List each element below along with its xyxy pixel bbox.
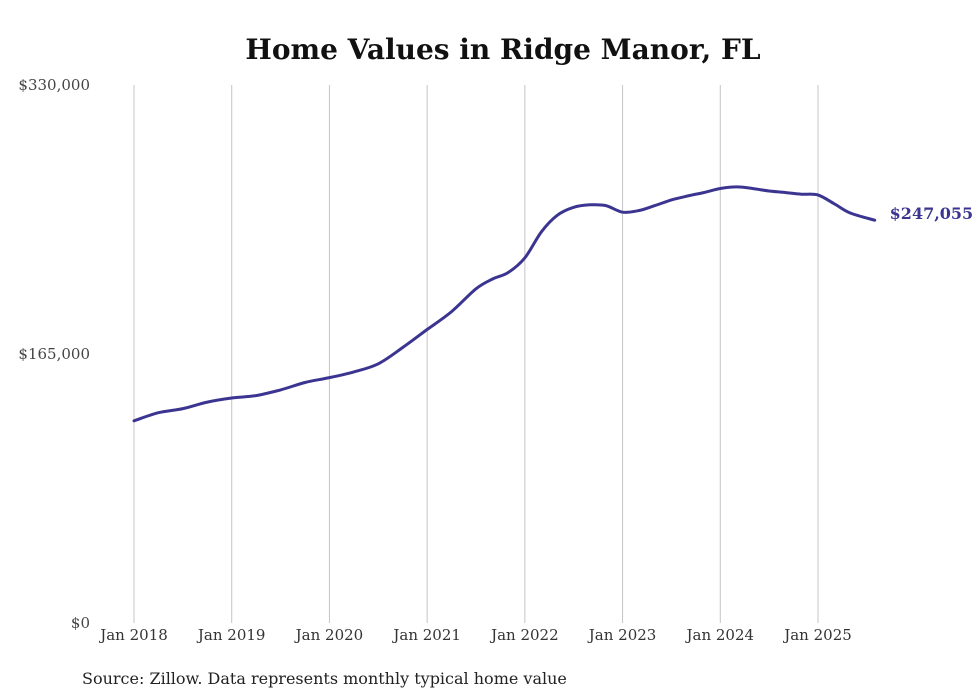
x-tick-label: Jan 2020 — [294, 626, 364, 644]
source-note: Source: Zillow. Data represents monthly … — [82, 669, 567, 688]
y-tick-label: $165,000 — [18, 345, 90, 363]
x-tick-label: Jan 2024 — [685, 626, 755, 644]
x-tick-label: Jan 2025 — [782, 626, 852, 644]
grid-lines — [133, 85, 819, 623]
series-line — [132, 185, 877, 423]
x-tick-label: Jan 2018 — [98, 626, 168, 644]
x-tick-label: Jan 2019 — [196, 626, 266, 644]
x-tick-label: Jan 2022 — [489, 626, 559, 644]
x-tick-label: Jan 2023 — [587, 626, 657, 644]
y-tick-label: $330,000 — [18, 76, 90, 94]
y-tick-label: $0 — [71, 614, 90, 632]
x-axis-ticks: Jan 2018 Jan 2019 Jan 2020 Jan 2021 Jan 2022… — [98, 626, 852, 644]
end-value-label: $247,055 — [890, 204, 974, 223]
y-axis-ticks: $330,000 $165,000 $0 — [18, 76, 90, 632]
chart-title: Home Values in Ridge Manor, FL — [245, 33, 761, 66]
x-tick-label: Jan 2021 — [391, 626, 461, 644]
